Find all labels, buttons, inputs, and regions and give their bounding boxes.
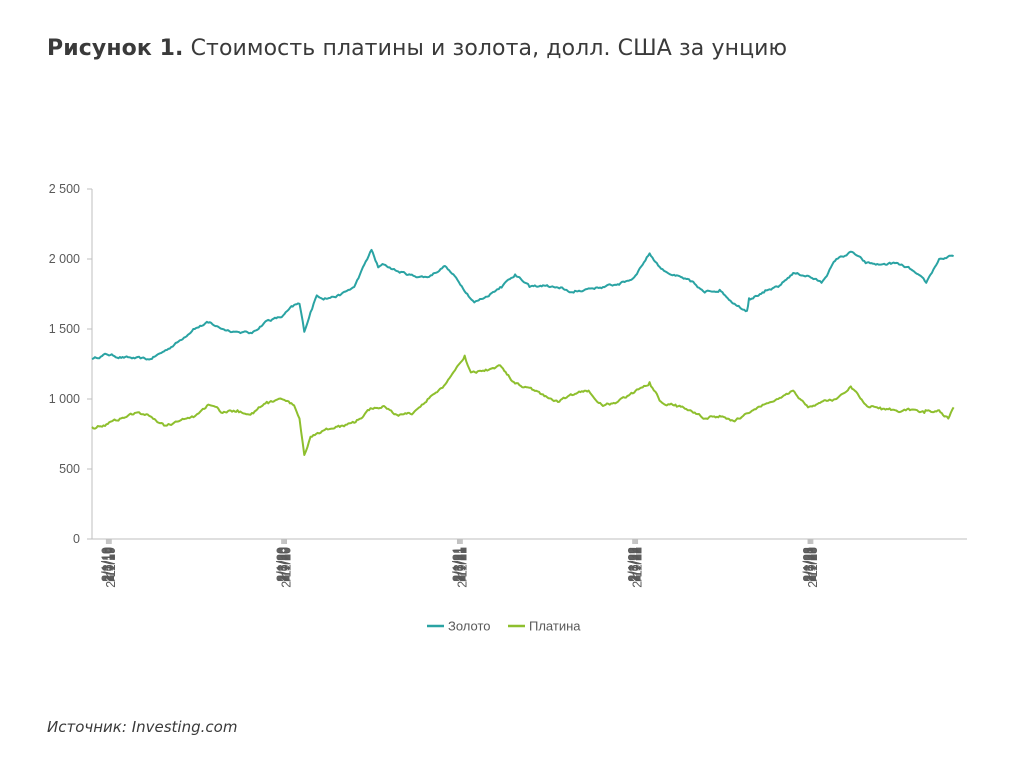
x-tick-label: 2/9/23 — [805, 547, 819, 582]
legend-label-gold: Золото — [448, 619, 491, 634]
x-tick-label: 2/1/23 — [801, 547, 815, 582]
x-tick-label: 2/9/19 — [103, 547, 117, 582]
y-tick-label: 0 — [73, 532, 80, 546]
x-tick-label: 2/7/20 — [278, 547, 292, 582]
x-tick-label: 2/9/20 — [279, 547, 293, 582]
x-tick-label: 2/5/22 — [628, 547, 642, 582]
figure-caption: Стоимость платины и золота, долл. США за… — [190, 36, 788, 61]
x-tick-label: 2/11/21 — [455, 547, 469, 588]
y-tick-label: 500 — [59, 462, 80, 476]
x-axis: 2/1/192/3/192/5/192/7/192/9/192/11/19 2/1… — [92, 538, 967, 588]
source-note: Источник: Investing.com — [47, 718, 237, 736]
x-tick-label: 2/3/19 — [100, 547, 114, 582]
x-tick-label: 2/3/22 — [627, 547, 641, 582]
x-tick-label: 2/1/20 — [275, 547, 289, 582]
x-tick-label: 2/1/19 — [99, 547, 113, 582]
x-tick-label: 2/7/19 — [102, 547, 116, 582]
series-line-gold — [91, 248, 954, 361]
x-tick-label: 2/1/21 — [450, 547, 464, 582]
y-tick-label: 1 500 — [49, 322, 80, 336]
legend: Золото Платина — [427, 619, 581, 634]
x-tick-label: 2/5/19 — [101, 547, 115, 582]
x-tick-label: 2/5/21 — [452, 547, 466, 582]
x-tick-label: 2/9/22 — [630, 547, 644, 582]
source-value: Investing.com — [131, 718, 238, 736]
x-tick-label: 2/11/20 — [279, 547, 293, 588]
x-tick-label: 2/7/23 — [804, 547, 818, 582]
x-tick-label: 2/9/21 — [454, 547, 468, 582]
x-tick-label: 2/1/22 — [626, 547, 640, 582]
x-tick-label: 2/7/21 — [453, 547, 467, 582]
x-tick-label: 2/7/22 — [629, 547, 643, 582]
x-tick-label: 2/11/22 — [631, 547, 645, 588]
x-tick-label: 2/5/20 — [277, 547, 291, 582]
legend-label-platinum: Платина — [529, 619, 581, 634]
y-tick-label: 2 500 — [49, 182, 80, 196]
source-label: Источник: — [47, 718, 127, 736]
figure-title: Рисунок 1. Стоимость платины и золота, д… — [47, 36, 787, 61]
x-tick-label: 2/3/23 — [802, 547, 816, 582]
figure-number: Рисунок 1. — [47, 36, 184, 61]
y-tick-label: 1 000 — [49, 392, 80, 406]
y-axis: 0 500 1 000 1 500 2 000 2 500 — [49, 182, 93, 546]
x-tick-label: 2/5/23 — [803, 547, 817, 582]
x-tick-label: 2/3/21 — [451, 547, 465, 582]
series-line-platinum — [91, 354, 955, 456]
x-tick-label: 2/11/19 — [104, 547, 118, 588]
series-layer — [91, 248, 955, 456]
x-tick-label: 2/11/23 — [806, 547, 820, 588]
y-tick-label: 2 000 — [49, 252, 80, 266]
x-tick-label: 2/3/20 — [276, 547, 290, 582]
